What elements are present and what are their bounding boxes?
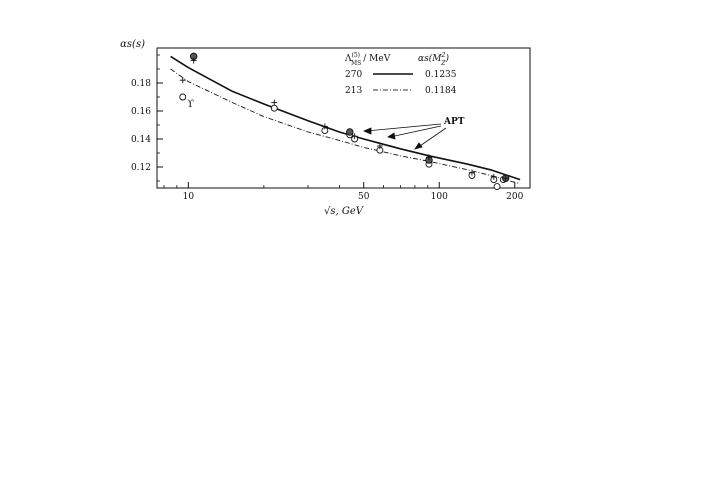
data-point-open	[179, 93, 187, 101]
apt-arrowhead-2	[387, 132, 396, 140]
data-point-plus	[321, 123, 328, 130]
y-tick-label: 0.12	[131, 163, 151, 173]
series-line-213	[170, 68, 521, 185]
y-tick-label: 0.16	[131, 107, 151, 117]
legend-header-lambda: Λ(5) MS / MeV	[344, 52, 391, 67]
plot-frame	[156, 47, 531, 189]
y-tick-label: 0.14	[131, 135, 151, 145]
data-point-plus	[190, 57, 197, 64]
x-axis-title: √s, GeV	[324, 206, 365, 217]
x-tick-label: 10	[183, 192, 195, 202]
legend: Λ(5) MS / MeV αs(M2 Z) 270 0.1235 213 0.118…	[344, 52, 457, 96]
annotation-apt: APT	[443, 117, 465, 127]
legend-entry-2-alpha: 0.1184	[425, 86, 457, 96]
data-point-filled	[346, 128, 354, 136]
apt-arrowhead-3	[414, 142, 423, 150]
axis-ticks	[157, 54, 516, 188]
data-point-plus	[179, 77, 186, 84]
data-point-plus	[490, 173, 497, 180]
data-point-plus	[271, 99, 278, 106]
data-point-plus	[425, 154, 432, 161]
apt-arrow-1	[365, 123, 442, 132]
annotation-upsilon: ϒ	[187, 99, 194, 110]
apt-arrow-2	[389, 125, 442, 138]
apt-arrowhead-1	[362, 127, 372, 135]
y-axis-title: αs(s)	[120, 39, 145, 50]
x-tick-label: 50	[358, 192, 370, 202]
x-tick-label: 200	[506, 192, 523, 202]
data-point-plus	[376, 143, 383, 149]
y-tick-label: 0.18	[131, 79, 151, 89]
data-point-open	[493, 183, 501, 191]
data-point-plus	[351, 133, 358, 140]
apt-arrow-3	[416, 127, 447, 149]
tick-labels: 0.12 0.14 0.16 0.18 10 50 100 200	[131, 79, 524, 202]
points-layer	[179, 52, 510, 191]
data-point-plus	[468, 169, 475, 176]
x-tick-label: 100	[431, 192, 448, 202]
data-point-open	[270, 104, 278, 112]
legend-entry-2-lambda: 213	[345, 86, 362, 96]
data-point-plus	[502, 175, 509, 182]
legend-entry-1-alpha: 0.1235	[425, 70, 457, 80]
legend-entry-1-lambda: 270	[345, 70, 362, 80]
apt-arrows	[362, 123, 447, 150]
legend-header-alpha: αs(M2 Z)	[418, 52, 449, 67]
